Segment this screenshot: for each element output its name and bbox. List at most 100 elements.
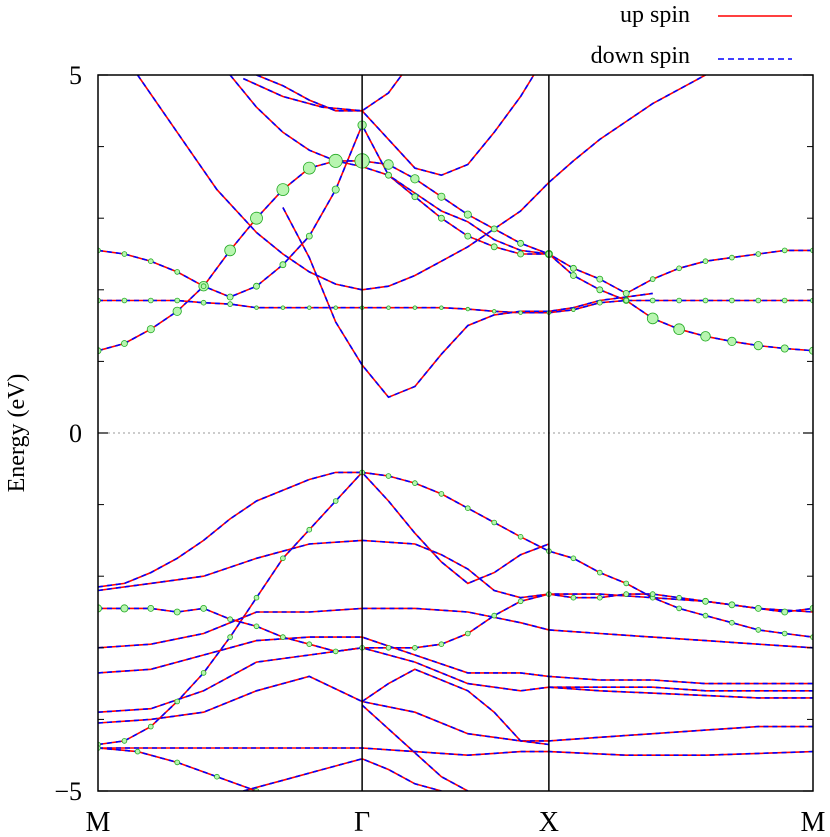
- weight-marker-12-16: [517, 598, 524, 605]
- weight-marker-12-5: [227, 616, 233, 622]
- band-down-0: [98, 160, 813, 352]
- weight-marker-0-6: [250, 211, 263, 225]
- weight-marker-12-18: [570, 594, 577, 601]
- band-down-20: [361, 704, 469, 791]
- band-up-14: [98, 636, 813, 685]
- weight-marker-0-18: [570, 272, 577, 279]
- weight-marker-1-16: [517, 250, 524, 258]
- weight-marker-1-1: [121, 251, 128, 257]
- weight-marker-12-23: [702, 597, 709, 605]
- weight-marker-0-13: [437, 192, 446, 201]
- weight-marker-12-2: [147, 605, 155, 612]
- band-down-14: [98, 636, 813, 685]
- band-down-13: [98, 607, 813, 649]
- weight-marker-2-20: [623, 297, 629, 304]
- weight-marker-1-23: [702, 258, 709, 265]
- weight-marker-17-2: [174, 759, 181, 766]
- weight-marker-12-20: [623, 591, 629, 597]
- weight-marker-0-7: [276, 183, 290, 197]
- weight-marker-9-3: [174, 698, 181, 705]
- band-down-15: [98, 646, 813, 713]
- band-up-21: [98, 747, 813, 757]
- weight-marker-2-13: [439, 305, 444, 310]
- legend-label-up-spin: up spin: [620, 2, 690, 28]
- weight-marker-1-4: [200, 283, 207, 290]
- weight-marker-0-9: [328, 153, 343, 168]
- weight-marker-2-9: [333, 305, 338, 310]
- weight-marker-12-7: [280, 634, 286, 640]
- weight-marker-2-7: [280, 305, 286, 310]
- weight-marker-1-26: [781, 247, 788, 254]
- weight-marker-9-8: [306, 526, 313, 533]
- weight-marker-0-22: [673, 323, 685, 336]
- weight-marker-0-2: [146, 325, 155, 334]
- weight-marker-1-15: [490, 243, 498, 251]
- weight-marker-12-19: [596, 594, 603, 601]
- weight-marker-9-13: [438, 491, 445, 497]
- weight-marker-9-24: [729, 619, 735, 626]
- weight-marker-0-5: [224, 244, 236, 257]
- weight-marker-12-6: [253, 623, 260, 630]
- weight-marker-1-5: [226, 293, 234, 301]
- weight-marker-0-26: [780, 344, 789, 353]
- weight-marker-0-23: [700, 331, 711, 342]
- weight-marker-2-23: [702, 297, 709, 304]
- weight-marker-9-18: [570, 555, 577, 562]
- weight-marker-1-25: [755, 251, 762, 257]
- weight-marker-9-9: [332, 498, 339, 504]
- band-up-10: [98, 471, 550, 588]
- weight-marker-2-5: [227, 301, 233, 307]
- band-down-11: [98, 539, 813, 613]
- band-up-5: [256, 75, 535, 177]
- weight-marker-9-11: [385, 473, 392, 479]
- weight-marker-0-27: [809, 346, 813, 355]
- weight-marker-17-3: [214, 773, 220, 780]
- weight-marker-0-25: [753, 340, 763, 351]
- weight-marker-2-25: [755, 297, 762, 304]
- weight-marker-1-12: [411, 193, 419, 201]
- weight-marker-2-18: [571, 307, 576, 312]
- axes-layer: 50−5M Γ X M: [54, 61, 825, 837]
- y-axis-label: Energy (eV): [4, 374, 30, 493]
- weight-marker-1-19: [596, 275, 604, 283]
- weight-marker-12-14: [464, 630, 471, 637]
- x-tick-label-2: X: [539, 807, 559, 837]
- band-down-2: [98, 299, 813, 314]
- weight-marker-1-6: [253, 282, 260, 290]
- weight-marker-1-21: [649, 276, 656, 282]
- weight-marker-9-6: [253, 594, 260, 601]
- band-down-17: [98, 747, 257, 791]
- weight-marker-2-15: [492, 309, 497, 314]
- band-down-7: [282, 207, 653, 399]
- weight-marker-17-1: [134, 748, 141, 755]
- weight-marker-2-22: [676, 297, 682, 304]
- weight-marker-9-20: [623, 580, 629, 587]
- weight-marker-0-3: [172, 306, 182, 316]
- weight-marker-12-22: [676, 594, 682, 601]
- weight-marker-12-11: [385, 644, 392, 651]
- band-down-5: [256, 75, 535, 177]
- y-tick-label-0: 5: [69, 61, 82, 90]
- weight-marker-12-21: [649, 591, 656, 597]
- band-down-3: [136, 75, 706, 291]
- weight-marker-0-21: [646, 312, 659, 325]
- band-down-18: [243, 757, 442, 791]
- weight-marker-1-13: [437, 214, 445, 222]
- weight-marker-12-1: [120, 604, 129, 613]
- weight-marker-1-14: [464, 232, 472, 240]
- weight-marker-0-24: [727, 336, 737, 346]
- legend-label-down-spin: down spin: [591, 43, 690, 69]
- weight-marker-9-23: [702, 612, 709, 619]
- weight-marker-2-6: [254, 305, 259, 310]
- weight-marker-1-18: [570, 264, 577, 272]
- band-up-1: [98, 123, 813, 298]
- weight-marker-9-12: [412, 480, 418, 486]
- legend: up spin down spin: [591, 2, 792, 69]
- weight-marker-12-8: [306, 641, 313, 647]
- weight-marker-9-15: [491, 519, 498, 526]
- weight-marker-1-20: [622, 289, 630, 297]
- weight-marker-12-13: [438, 641, 445, 647]
- weight-marker-9-5: [227, 634, 233, 640]
- weight-marker-9-25: [755, 627, 762, 633]
